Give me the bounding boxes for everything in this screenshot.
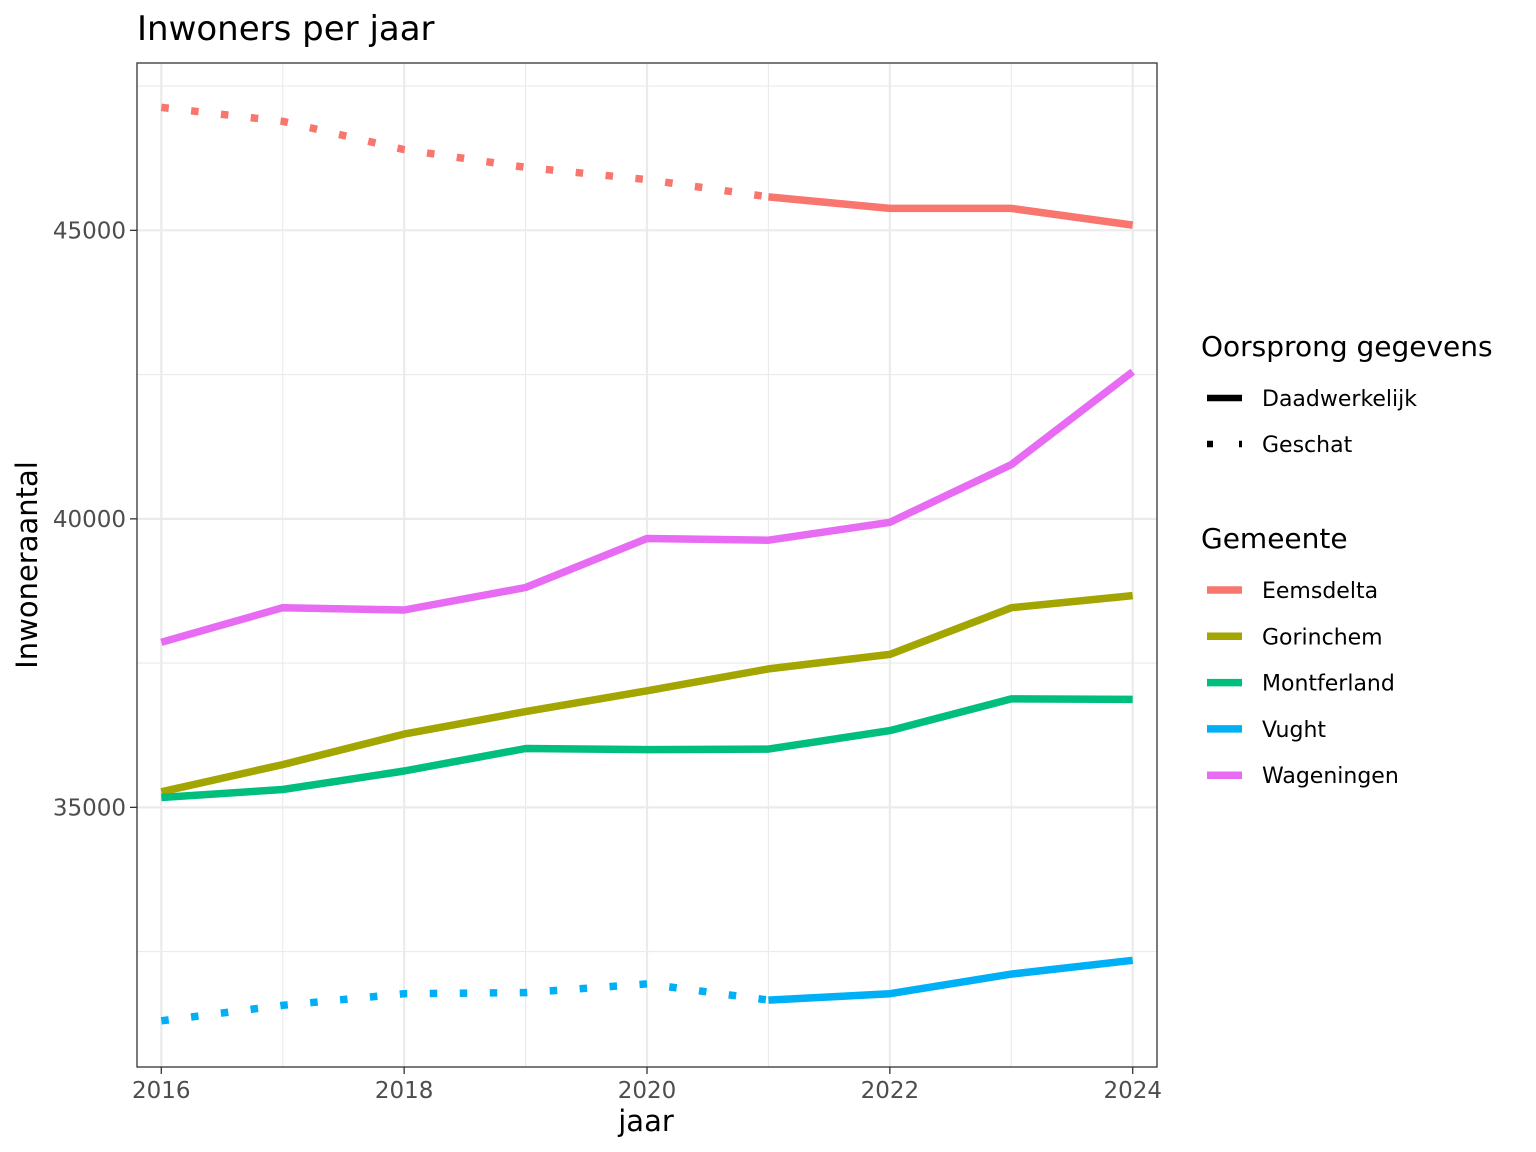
- series-vught: [160, 956, 1134, 1025]
- series-line-gorinchem-actual: [160, 591, 1134, 796]
- legend-linetype-title: Oorsprong gegevens: [1201, 330, 1493, 363]
- legend-label-montferland: Montferland: [1262, 672, 1395, 697]
- x-axis-title: jaar: [617, 1104, 674, 1138]
- legend-label-geschat: Geschat: [1262, 433, 1353, 458]
- major-gridlines: [137, 63, 1157, 1067]
- series-gorinchem: [160, 591, 1134, 796]
- series-wageningen: [160, 368, 1135, 646]
- legend-label-vught: Vught: [1262, 718, 1326, 743]
- x-tick-label: 2022: [861, 1078, 920, 1104]
- x-tick-label: 2018: [375, 1078, 434, 1104]
- y-axis: 35000 40000 45000: [53, 218, 137, 821]
- x-tick-label: 2024: [1103, 1078, 1162, 1104]
- series-line-vught-estimated: [160, 980, 769, 1025]
- series-line-vught-actual: [768, 956, 1134, 1004]
- legend-color-title: Gemeente: [1201, 522, 1348, 555]
- series-line-eemsdelta-estimated: [160, 103, 769, 201]
- legend-label-eemsdelta: Eemsdelta: [1262, 579, 1378, 604]
- series-lines: [160, 103, 1135, 1025]
- x-tick-label: 2016: [132, 1078, 191, 1104]
- legend-label-gorinchem: Gorinchem: [1262, 625, 1383, 650]
- plot-panel: [136, 62, 1158, 1068]
- y-tick-label: 40000: [53, 507, 126, 533]
- legend-label-wageningen: Wageningen: [1262, 764, 1399, 789]
- legend-linetype: Oorsprong gegevens Daadwerkelijk Geschat: [1201, 330, 1493, 458]
- series-line-wageningen-actual: [160, 368, 1135, 646]
- series-line-eemsdelta-actual: [768, 193, 1134, 229]
- y-tick-label: 35000: [53, 795, 126, 821]
- legend-color: Gemeente Eemsdelta Gorinchem Montferland Vu…: [1201, 522, 1399, 789]
- series-line-montferland-actual: [161, 695, 1133, 802]
- x-tick-label: 2020: [618, 1078, 677, 1104]
- legend-label-daadwerkelijk: Daadwerkelijk: [1262, 387, 1417, 412]
- series-eemsdelta: [160, 103, 1134, 229]
- series-montferland: [161, 695, 1133, 802]
- y-tick-label: 45000: [53, 218, 126, 244]
- x-axis: 2016 2018 2020 2022 2024: [132, 1067, 1162, 1104]
- chart-title: Inwoners per jaar: [137, 9, 435, 49]
- y-axis-title: Inwoneraantal: [10, 461, 44, 669]
